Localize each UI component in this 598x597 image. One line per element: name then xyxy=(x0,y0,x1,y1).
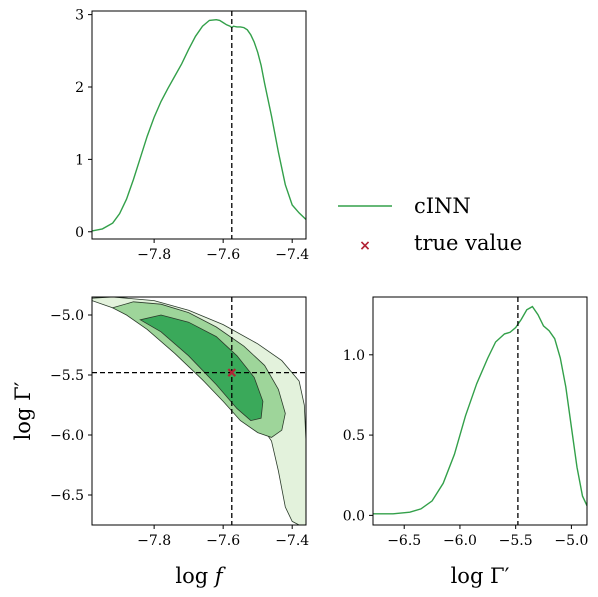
joint-frame xyxy=(91,296,307,526)
marginal-log-gamma-frame xyxy=(372,296,588,526)
joint-y-axis-label: log Γ′ xyxy=(11,381,35,440)
x-tick-label: −6.0 xyxy=(443,533,477,549)
y-tick-label: 0 xyxy=(75,225,84,241)
x-tick-label: −7.4 xyxy=(275,247,309,263)
y-tick-label: 1 xyxy=(75,152,84,168)
marginal-log-gamma-panel: −6.5 −6.0 −5.5 −5.0 0.0 0.5 1.0 log Γ′ xyxy=(343,296,589,588)
y-tick-label: 2 xyxy=(75,80,84,96)
y-tick-label: 0.0 xyxy=(343,508,365,524)
joint-ticks: −7.8 −7.6 −7.4 −5.0 −5.5 −6.0 −6.5 xyxy=(50,308,309,549)
x-tick-label: −6.5 xyxy=(387,533,421,549)
y-tick-label: −6.5 xyxy=(50,488,84,504)
truth-marker xyxy=(227,368,237,377)
density-curve-0 xyxy=(373,305,587,515)
x-tick-label: −7.6 xyxy=(206,533,240,549)
x-tick-label: −7.4 xyxy=(275,533,309,549)
x-label-log: log xyxy=(175,564,214,588)
x-label-f: f xyxy=(213,564,226,588)
x-tick-label: −5.5 xyxy=(499,533,533,549)
joint-x-axis-label: log f xyxy=(175,564,225,588)
y-tick-label: −5.0 xyxy=(50,308,84,324)
legend: cINN × true value xyxy=(338,194,522,255)
joint-panel: −7.8 −7.6 −7.4 −5.0 −5.5 −6.0 −6.5 log f log Γ… xyxy=(11,296,309,588)
x-tick-label: −5.0 xyxy=(554,533,588,549)
marginal-log-gamma-x-axis-label: log Γ′ xyxy=(451,564,510,588)
density-curve-0 xyxy=(92,18,306,232)
marginal-log-gamma-plot-area xyxy=(373,297,587,525)
legend-line-label: cINN xyxy=(414,194,471,218)
x-tick-label: −7.8 xyxy=(137,533,171,549)
contour-inner xyxy=(139,314,264,422)
legend-marker-label: true value xyxy=(414,231,522,255)
marginal-log-f-frame xyxy=(91,10,307,240)
marginal-log-f-plot-area xyxy=(92,11,306,239)
y-tick-label: −6.0 xyxy=(50,428,84,444)
y-tick-label: 3 xyxy=(75,8,84,24)
y-tick-label: 0.5 xyxy=(343,428,365,444)
marginal-log-gamma-ticks: −6.5 −6.0 −5.5 −5.0 0.0 0.5 1.0 xyxy=(343,348,589,549)
legend-marker-swatch: × xyxy=(359,238,371,254)
x-tick-label: −7.6 xyxy=(206,247,240,263)
y-tick-label: −5.5 xyxy=(50,368,84,384)
y-tick-label: 1.0 xyxy=(343,348,365,364)
marginal-log-f-ticks: −7.8 −7.6 −7.4 0 1 2 3 xyxy=(75,8,309,263)
joint-plot-area xyxy=(92,297,306,525)
x-tick-label: −7.8 xyxy=(137,247,171,263)
marginal-log-f-panel: −7.8 −7.6 −7.4 0 1 2 3 xyxy=(75,8,309,263)
